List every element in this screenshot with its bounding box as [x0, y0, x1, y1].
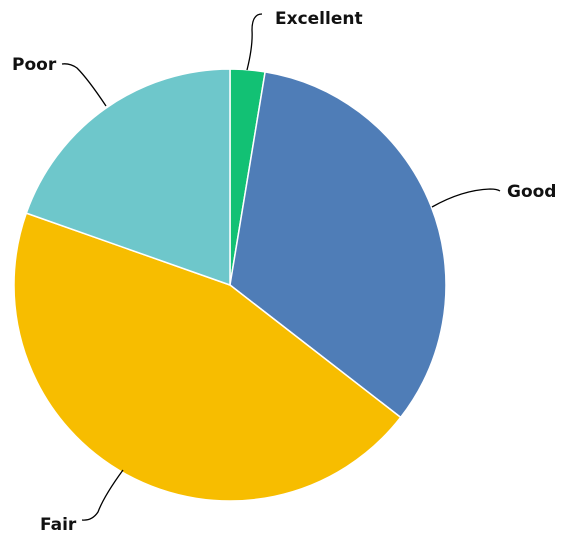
leader-line-good	[431, 188, 501, 208]
pie-slice-poor	[25, 68, 231, 287]
leader-line-poor	[61, 63, 107, 107]
pie-slice-good	[229, 71, 447, 419]
slice-label-good: Good	[507, 182, 556, 202]
slice-labels-layer: Excellent Good Fair Poor	[12, 9, 556, 535]
slice-label-fair: Fair	[40, 515, 77, 535]
leader-line-excellent	[246, 13, 263, 71]
leader-lines-layer	[61, 13, 501, 521]
pie-slice-fair	[13, 212, 402, 502]
slice-label-poor: Poor	[12, 55, 57, 75]
slices-layer	[13, 68, 447, 502]
slice-label-excellent: Excellent	[275, 9, 363, 29]
leader-line-fair	[81, 469, 124, 521]
